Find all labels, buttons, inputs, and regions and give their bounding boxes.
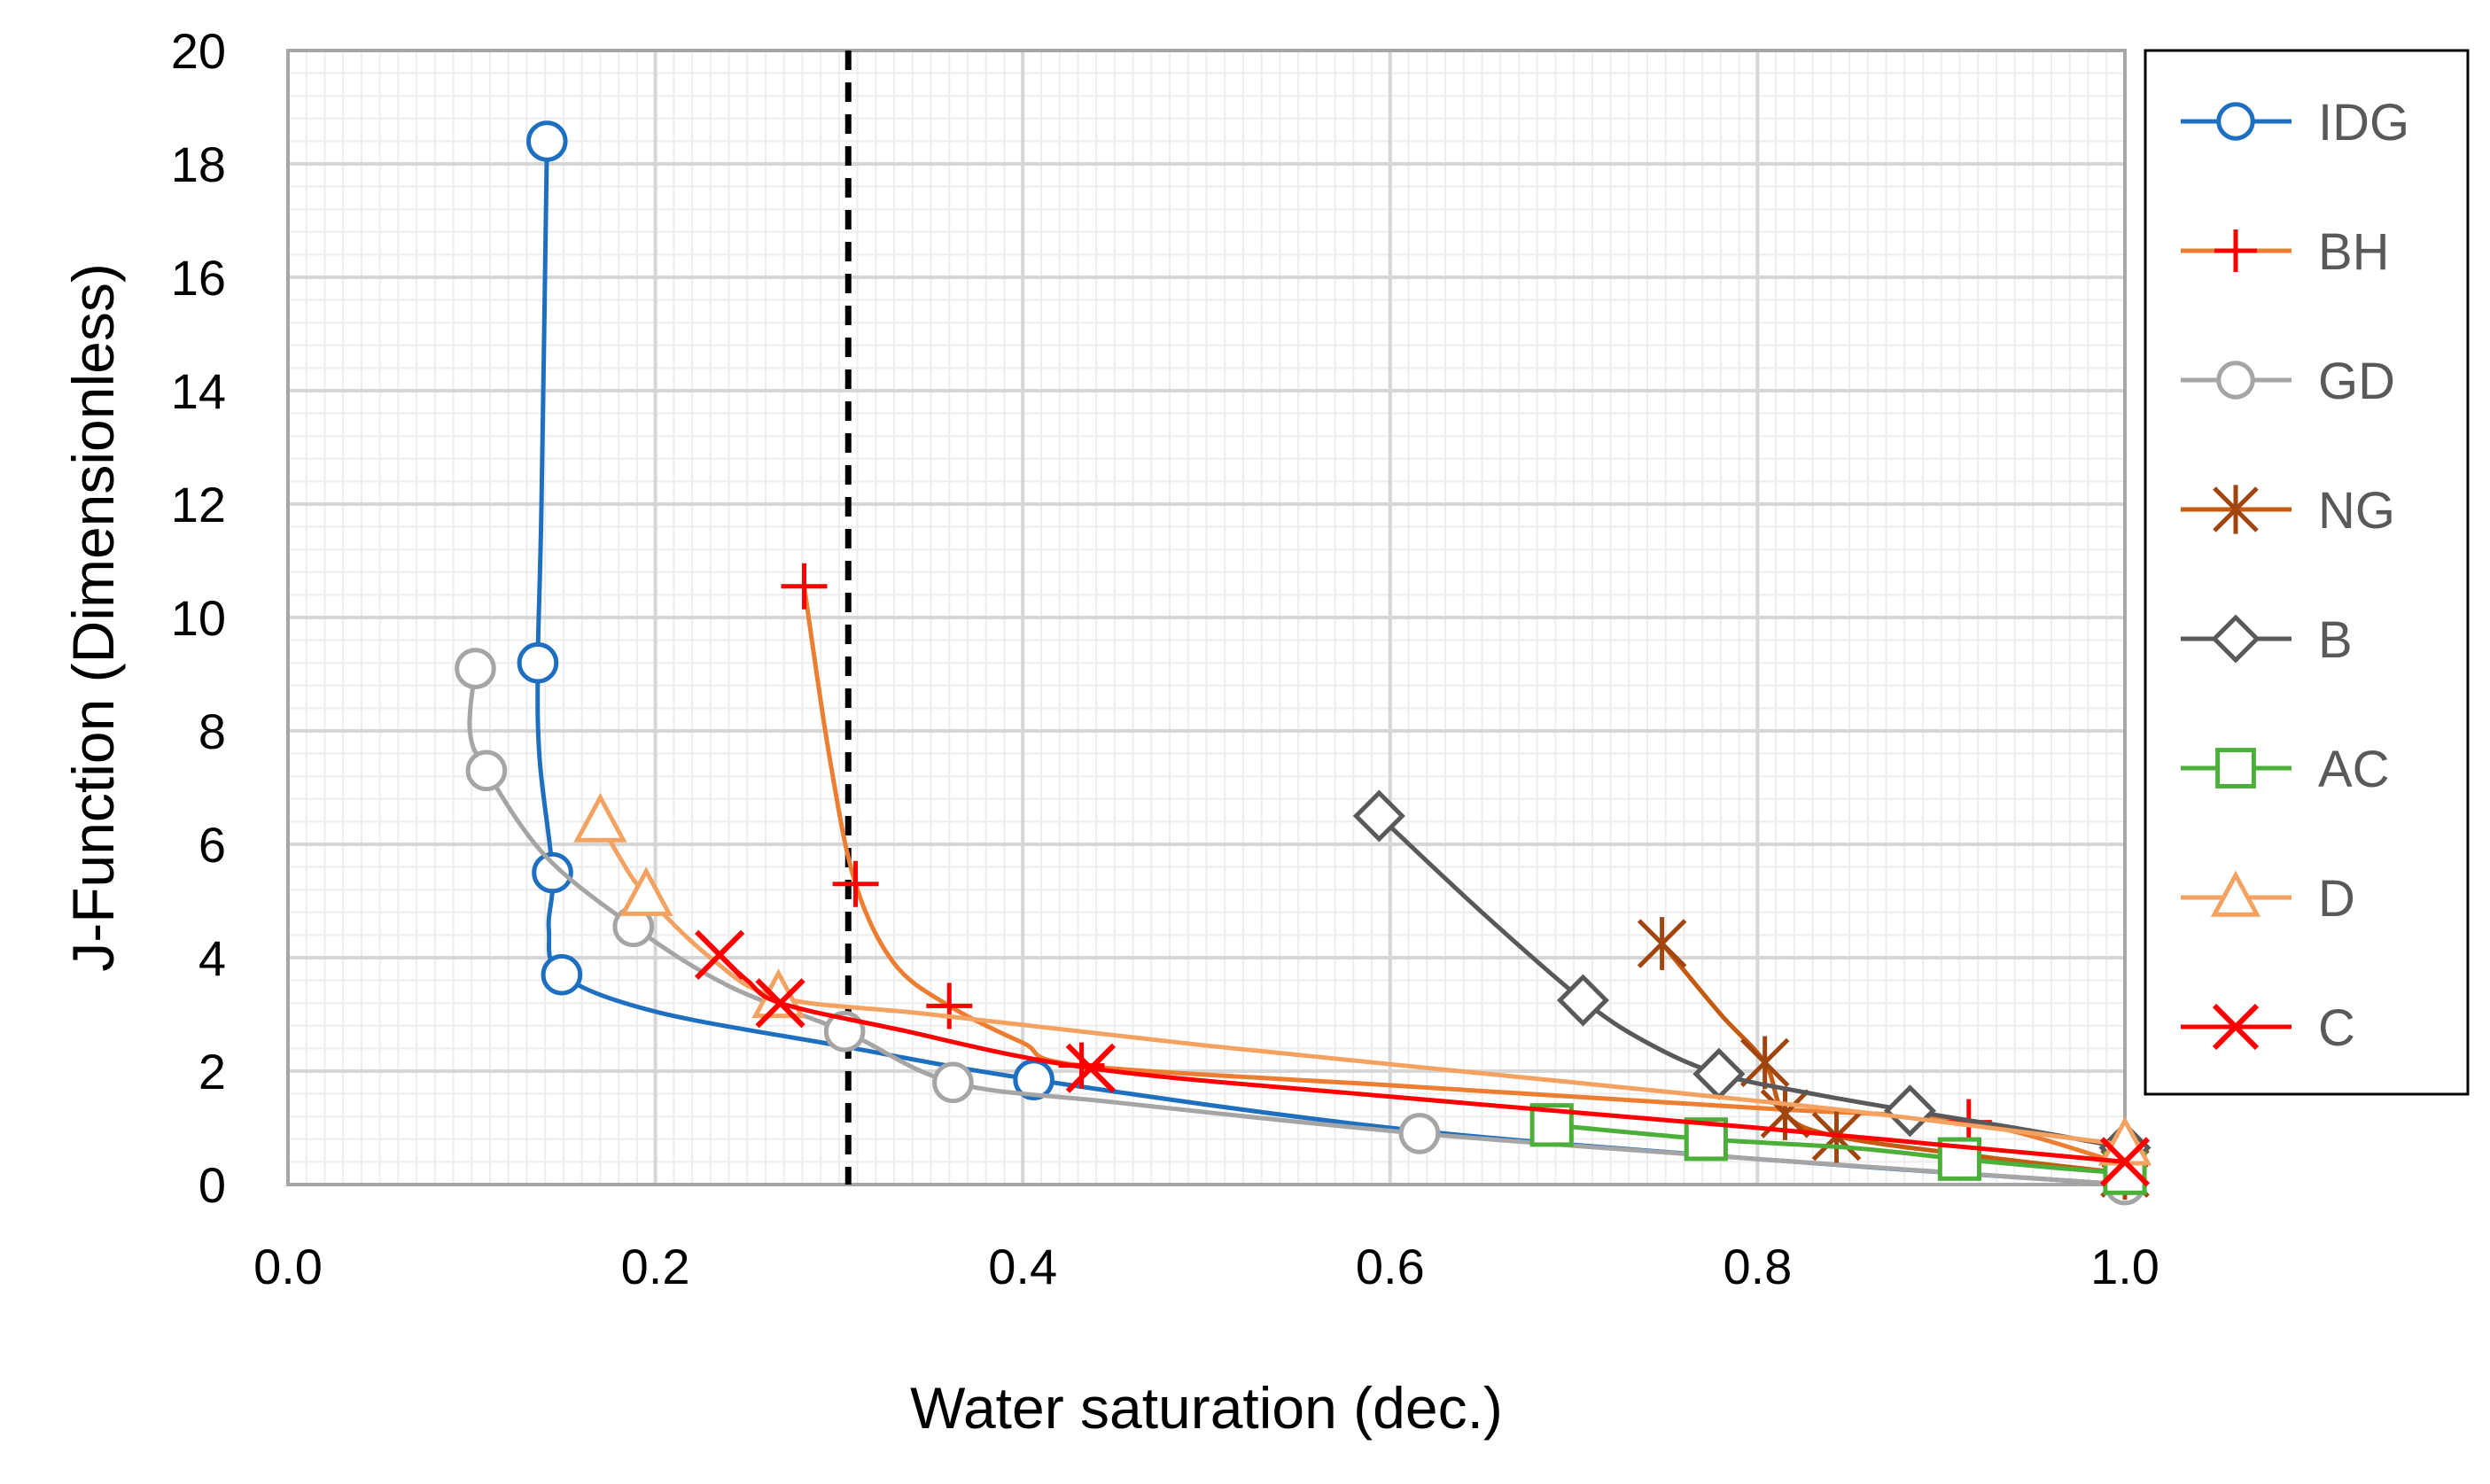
data-point-gd: [465, 750, 508, 792]
y-tick-label: 4: [198, 930, 226, 986]
data-point-b: [1556, 974, 1610, 1027]
y-tick-label: 10: [171, 590, 226, 646]
x-axis-title: Water saturation (dec.): [910, 1375, 1503, 1441]
legend-marker-c: [2212, 1003, 2260, 1051]
x-tick-labels: 0.0 0.2 0.4 0.6 0.8 1.0: [253, 1239, 2159, 1294]
data-point-d: [573, 792, 627, 843]
legend-item-b: B: [2181, 611, 2353, 669]
data-point-idg: [541, 953, 583, 996]
y-tick-label: 20: [171, 23, 226, 79]
legend-item-ac: AC: [2181, 741, 2390, 798]
legend-item-gd: GD: [2181, 353, 2395, 410]
y-tick-label: 6: [198, 817, 226, 873]
y-tick-label: 0: [198, 1157, 226, 1213]
legend-marker-gd: [2216, 361, 2255, 400]
x-tick-label: 1.0: [2090, 1239, 2159, 1294]
data-point-bh: [832, 860, 879, 907]
series-line-bh: [802, 586, 2126, 1168]
x-tick-label: 0.4: [988, 1239, 1057, 1294]
series-c: [695, 929, 2151, 1187]
grid: [286, 49, 2127, 1186]
y-tick-label: 8: [198, 703, 226, 759]
legend-marker-idg: [2216, 102, 2255, 141]
y-tick-label: 2: [198, 1044, 226, 1099]
data-point-c: [2099, 1137, 2151, 1187]
data-point-idg: [532, 851, 573, 894]
series-b: [1352, 789, 2152, 1174]
data-point-bh: [926, 983, 973, 1029]
legend-marker-bh: [2214, 229, 2257, 272]
legend-label-ac: AC: [2318, 741, 2390, 798]
legend-box: [2144, 49, 2470, 1096]
legend-label-gd: GD: [2318, 353, 2395, 410]
legend-item-bh: BH: [2181, 223, 2390, 281]
legend-label-idg: IDG: [2318, 94, 2409, 152]
data-point-b: [1883, 1084, 1936, 1138]
data-point-ac: [1684, 1117, 1728, 1162]
data-point-b: [1352, 789, 1405, 843]
y-tick-label: 16: [171, 250, 226, 306]
data-point-gd: [455, 648, 496, 689]
legend-label-bh: BH: [2318, 223, 2390, 281]
data-point-bh: [781, 563, 828, 610]
data-point-c: [755, 978, 805, 1029]
legend-marker-b: [2211, 614, 2260, 664]
plot-area: [286, 49, 2127, 1186]
data-point-gd: [1398, 1113, 1441, 1154]
y-tick-labels: 0 2 4 6 8 10 12 14 16 18 20: [171, 23, 226, 1213]
series-group: [455, 120, 2152, 1206]
data-point-ng: [1637, 917, 1687, 970]
data-point-ng: [1739, 1036, 1790, 1090]
legend-marker-d: [2210, 870, 2261, 917]
data-point-idg: [525, 120, 568, 162]
legend-marker-ng: [2213, 485, 2259, 534]
x-tick-label: 0.0: [253, 1239, 323, 1294]
x-tick-label: 0.6: [1356, 1239, 1425, 1294]
legend-item-idg: IDG: [2181, 94, 2409, 152]
x-tick-label: 0.8: [1723, 1239, 1792, 1294]
legend: IDG BH GD NG B AC D C: [2144, 49, 2470, 1096]
legend-item-d: D: [2181, 870, 2355, 928]
data-point-d: [619, 866, 673, 916]
series-line-gd: [467, 668, 2126, 1187]
series-line-b: [1377, 814, 2126, 1150]
data-point-gd: [932, 1061, 974, 1104]
data-point-idg: [517, 641, 559, 684]
y-axis-title: J-Function (Dimensionless): [60, 263, 126, 972]
legend-label-ng: NG: [2318, 482, 2395, 540]
y-tick-label: 12: [171, 477, 226, 532]
legend-item-ng: NG: [2181, 482, 2395, 540]
x-tick-label: 0.2: [621, 1239, 690, 1294]
legend-label-d: D: [2318, 870, 2355, 928]
y-tick-label: 14: [171, 363, 226, 419]
data-point-c: [1065, 1043, 1117, 1093]
series-d: [573, 792, 2152, 1166]
legend-label-c: C: [2318, 999, 2355, 1057]
legend-marker-ac: [2215, 748, 2256, 789]
legend-item-c: C: [2181, 999, 2355, 1057]
legend-label-b: B: [2318, 611, 2353, 669]
y-tick-label: 18: [171, 136, 226, 192]
data-point-c: [695, 929, 745, 980]
series-line-ac: [1551, 1123, 2126, 1176]
